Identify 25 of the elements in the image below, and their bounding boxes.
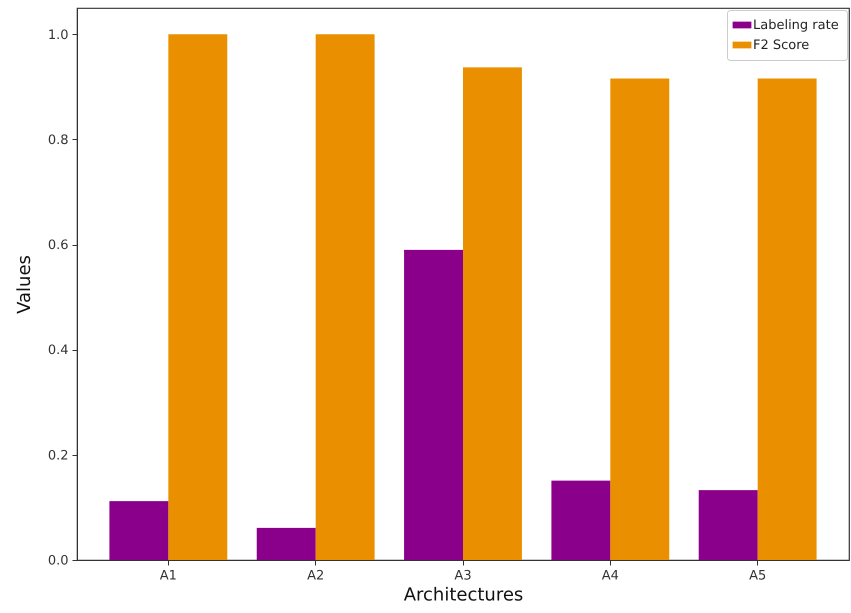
legend-label: F2 Score: [753, 38, 810, 53]
bar: [168, 34, 228, 560]
bar: [551, 480, 610, 560]
bar: [256, 528, 316, 560]
legend-label: Labeling rate: [753, 18, 839, 33]
bar: [610, 78, 670, 560]
bar: [404, 250, 463, 560]
y-axis-title: Values: [14, 255, 35, 314]
x-tick-label: A3: [454, 568, 472, 584]
bar: [463, 67, 522, 560]
bar: [109, 501, 168, 560]
y-tick-label: 1.0: [48, 28, 68, 43]
y-tick-label: 0.0: [48, 554, 68, 568]
x-tick-label: A1: [160, 568, 177, 584]
y-tick-label: 0.6: [48, 238, 68, 254]
x-tick-label: A5: [749, 568, 766, 584]
y-tick-label: 0.4: [48, 343, 68, 358]
bar: [316, 34, 375, 560]
x-tick-label: A2: [307, 568, 324, 584]
bar: [698, 490, 758, 560]
y-tick-label: 0.2: [48, 448, 68, 464]
y-tick-label: 0.8: [48, 132, 68, 148]
bar: [758, 78, 817, 560]
x-tick-label: A4: [602, 568, 619, 584]
x-axis-title: Architectures: [404, 584, 524, 606]
